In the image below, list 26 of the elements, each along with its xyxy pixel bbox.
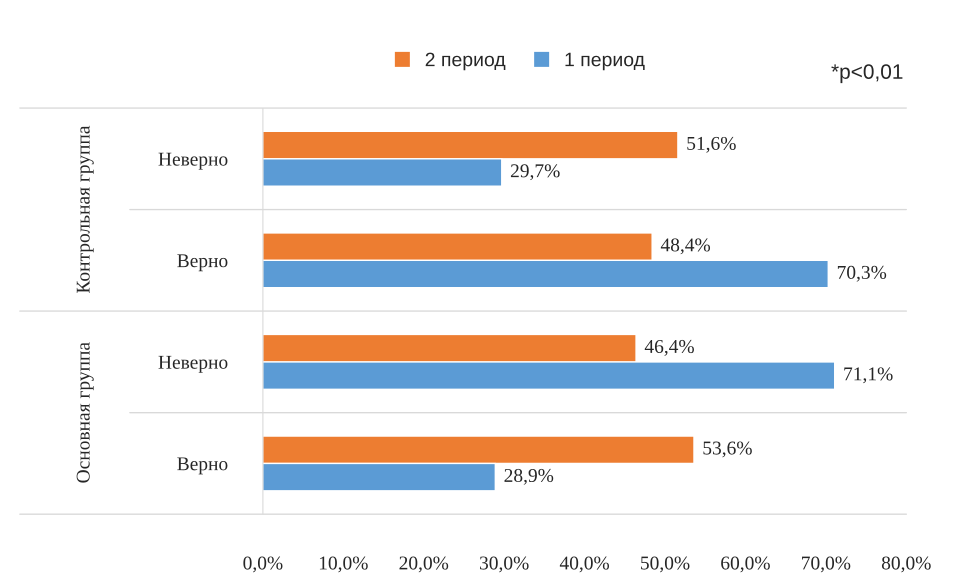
legend-label: 1 период <box>565 52 645 70</box>
x-tick-label: 40,0% <box>560 556 610 572</box>
x-tick-label: 20,0% <box>399 556 448 572</box>
y-tick-label: Неверно <box>158 152 228 170</box>
x-tick-label: 50,0% <box>641 556 690 572</box>
data-label: 70,3% <box>838 266 886 282</box>
x-tick-label: 0,0% <box>243 556 282 572</box>
data-label: 53,6% <box>703 441 752 458</box>
text: Основная группа <box>76 342 94 483</box>
x-tick-label: 60,0% <box>721 556 770 572</box>
y-tick-label: Верно <box>177 457 228 474</box>
text: Контрольная группа <box>76 126 94 294</box>
y-tick-label: Верно <box>177 254 228 272</box>
data-label: 28,9% <box>504 468 554 485</box>
data-label: 51,6% <box>687 136 736 153</box>
x-tick-label: 30,0% <box>480 556 529 572</box>
legend-label: 2 период <box>426 52 506 70</box>
data-label: 29,7% <box>510 164 560 180</box>
text: *p<0,01 <box>831 64 902 84</box>
y-tick-label: Неверно <box>158 356 228 373</box>
x-tick-label: 70,0% <box>802 556 850 572</box>
x-tick-label: 80,0% <box>882 556 931 572</box>
x-tick-label: 10,0% <box>320 556 368 572</box>
data-label: 46,4% <box>644 340 694 356</box>
data-label: 71,1% <box>844 367 893 384</box>
data-label: 48,4% <box>660 238 710 254</box>
